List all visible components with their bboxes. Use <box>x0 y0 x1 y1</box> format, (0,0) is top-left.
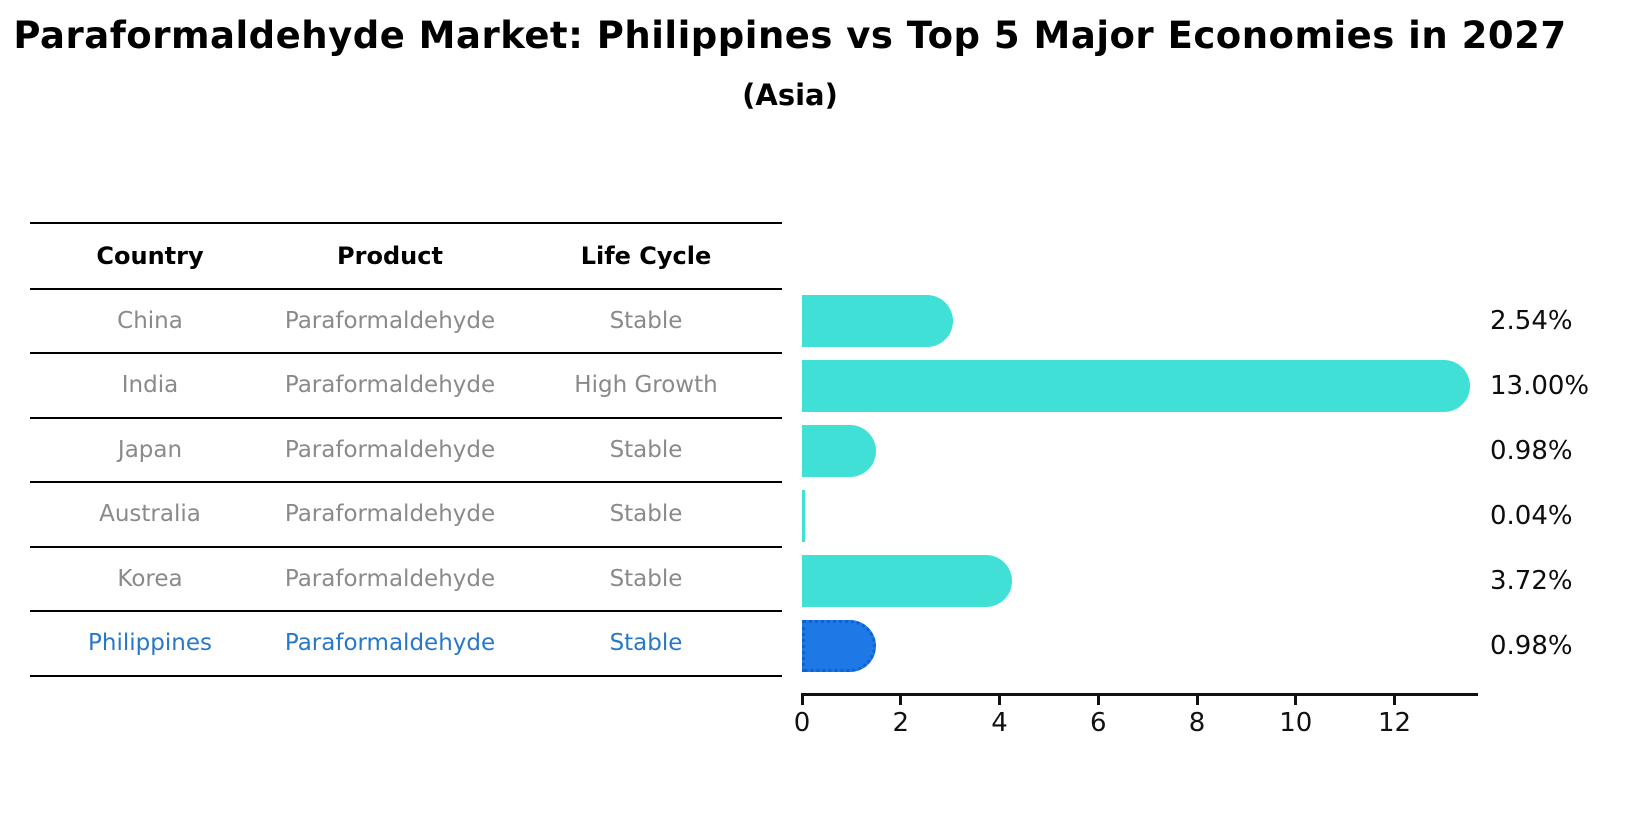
cell-product: Paraformaldehyde <box>284 372 496 399</box>
value-label-australia: 0.04% <box>1490 500 1573 531</box>
value-label-japan: 0.98% <box>1490 435 1573 466</box>
cell-country: Korea <box>117 565 183 592</box>
bar-philippines <box>802 619 877 672</box>
x-axis-tick <box>899 693 903 705</box>
table-row-australia: Australia Paraformaldehyde Stable <box>30 483 782 548</box>
column-header-life-cycle: Life Cycle <box>580 241 712 270</box>
bar-india <box>802 359 1470 412</box>
x-axis-tick-label: 10 <box>1279 708 1313 738</box>
cell-life-cycle: High Growth <box>574 372 718 399</box>
cell-country: Australia <box>99 501 201 528</box>
chart-subtitle: (Asia) <box>742 78 838 112</box>
cell-product: Paraformaldehyde <box>284 501 496 528</box>
cell-life-cycle: Stable <box>609 307 683 334</box>
cell-product: Paraformaldehyde <box>284 565 496 592</box>
chart-title: Paraformaldehyde Market: Philippines vs … <box>13 14 1567 57</box>
value-label-china: 2.54% <box>1490 305 1573 336</box>
bar-australia <box>802 489 805 542</box>
x-axis-tick <box>1195 693 1199 705</box>
x-axis-tick-label: 0 <box>793 708 811 738</box>
table-row-korea: Korea Paraformaldehyde Stable <box>30 548 782 612</box>
data-table: Country Product Life Cycle China Paraform… <box>30 222 782 677</box>
x-axis-tick <box>800 693 804 705</box>
x-axis-tick <box>1294 693 1298 705</box>
x-axis-tick <box>998 693 1002 705</box>
value-label-philippines: 0.98% <box>1490 630 1573 661</box>
x-axis-tick-label: 12 <box>1378 708 1412 738</box>
table-row-japan: Japan Paraformaldehyde Stable <box>30 419 782 483</box>
x-axis-tick-label: 8 <box>1188 708 1206 738</box>
cell-country: China <box>117 307 183 334</box>
cell-product: Paraformaldehyde <box>284 307 496 334</box>
table-row-india: India Paraformaldehyde High Growth <box>30 354 782 419</box>
x-axis-tick <box>1096 693 1100 705</box>
table-row-philippines: Philippines Paraformaldehyde Stable <box>30 612 782 677</box>
x-axis <box>802 693 1478 696</box>
cell-country: Philippines <box>88 630 212 657</box>
x-axis-tick-label: 2 <box>892 708 910 738</box>
bar-japan <box>802 424 877 477</box>
value-label-india: 13.00% <box>1490 370 1590 401</box>
cell-country: India <box>121 372 179 399</box>
column-header-product: Product <box>337 241 443 270</box>
x-axis-tick-label: 4 <box>991 708 1008 738</box>
value-label-korea: 3.72% <box>1490 565 1573 596</box>
cell-life-cycle: Stable <box>609 630 683 657</box>
bar-korea <box>802 554 1012 607</box>
cell-life-cycle: Stable <box>609 436 683 463</box>
cell-product: Paraformaldehyde <box>284 436 496 463</box>
cell-life-cycle: Stable <box>609 501 683 528</box>
cell-product: Paraformaldehyde <box>284 630 496 657</box>
cell-life-cycle: Stable <box>609 565 683 592</box>
table-row-china: China Paraformaldehyde Stable <box>30 290 782 354</box>
x-axis-tick-label: 6 <box>1089 708 1107 738</box>
bar-china <box>802 294 954 347</box>
cell-country: Japan <box>117 436 183 463</box>
x-axis-tick <box>1393 693 1397 705</box>
table-header-row: Country Product Life Cycle <box>30 224 782 290</box>
column-header-country: Country <box>96 241 204 270</box>
